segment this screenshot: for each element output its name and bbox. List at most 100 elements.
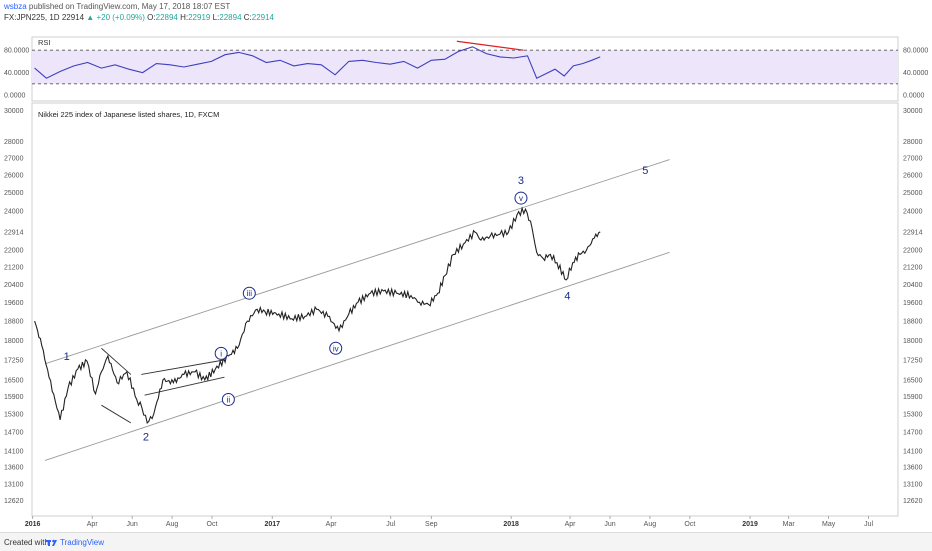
price-series-line <box>34 206 601 424</box>
rsi-title: RSI <box>38 38 51 47</box>
price-tick-label-left: 30000 <box>4 108 24 115</box>
channel-lower-line <box>44 251 670 461</box>
x-tick-label: Jun <box>604 521 615 528</box>
price-tick-label-right: 13600 <box>903 465 923 472</box>
wave-label-circle <box>242 286 256 300</box>
x-tick-label: 2016 <box>25 521 41 528</box>
price-tick-label-right: 16500 <box>903 377 923 384</box>
x-tick-label: Oct <box>684 521 695 528</box>
close-value: 22914 <box>251 13 274 22</box>
symbol-label: FX:JPN225, 1D <box>4 13 60 22</box>
triangle-upper-line <box>141 359 225 375</box>
close-label: C: <box>243 13 252 22</box>
rsi-tick-label-right: 80.0000 <box>903 48 928 55</box>
tradingview-logo-icon <box>46 539 57 546</box>
last-price: 22914 <box>61 13 85 22</box>
author-link[interactable]: wsbza <box>4 2 27 11</box>
wave-label-circle <box>221 392 235 406</box>
price-tick-label-right: 28000 <box>903 139 923 146</box>
symbol-info: FX:JPN225, 1D 22914 ▲ +20 (+0.09%) O:228… <box>4 13 274 22</box>
x-tick-label: Oct <box>207 521 218 528</box>
price-tick-label-right: 22000 <box>903 248 923 255</box>
price-tick-label-left: 14100 <box>4 448 24 455</box>
price-tick-label-right: 25000 <box>903 190 923 197</box>
price-tick-label-right: 14700 <box>903 429 923 436</box>
x-tick-label: 2017 <box>264 521 280 528</box>
wave-label: 1 <box>64 351 70 363</box>
open-value: 22894 <box>155 13 178 22</box>
price-tick-label-left: 18000 <box>4 338 24 345</box>
x-tick-label: Jun <box>127 521 138 528</box>
high-value: 22919 <box>188 13 211 22</box>
wave-label: iii <box>247 289 253 298</box>
wave-label-circle <box>214 346 228 360</box>
price-title: Nikkei 225 index of Japanese listed shar… <box>38 110 219 119</box>
price-tick-label-left: 15900 <box>4 394 24 401</box>
rsi-series-line <box>34 46 601 79</box>
price-tick-label-left: 18800 <box>4 319 24 326</box>
tradingview-link[interactable]: TradingView <box>60 538 105 547</box>
price-tick-label-left: 12620 <box>4 498 24 505</box>
price-tick-label-right: 20400 <box>903 282 923 289</box>
price-tick-label-left: 26000 <box>4 172 24 179</box>
price-tick-label-right: 15300 <box>903 411 923 418</box>
rsi-band <box>32 50 898 84</box>
channel-upper-line <box>44 159 670 365</box>
wave-label: iv <box>333 344 339 353</box>
change-up-icon: ▲ <box>86 13 95 22</box>
price-tick-label-right: 22914 <box>903 229 923 236</box>
price-tick-label-right: 13100 <box>903 481 923 488</box>
x-tick-label: Apr <box>326 521 338 528</box>
chart-canvas[interactable]: 80.0000 80.0000 40.0000 40.0000 0.0000 0.0000… <box>0 0 932 532</box>
price-tick-label-right: 21200 <box>903 264 923 271</box>
price-tick-label-right: 17250 <box>903 357 923 364</box>
price-tick-label-left: 27000 <box>4 155 24 162</box>
publish-text: published on TradingView.com, May 17, 20… <box>28 2 231 11</box>
wave-label: v <box>519 194 523 203</box>
price-tick-label-left: 16500 <box>4 377 24 384</box>
price-tick-label-left: 20400 <box>4 282 24 289</box>
rsi-tick-label-left: 40.0000 <box>4 70 29 77</box>
footer-bar: Created with TradingView <box>0 532 932 551</box>
price-tick-label-right: 14100 <box>903 448 923 455</box>
wave-label: 4 <box>564 290 570 302</box>
x-tick-label: Aug <box>644 521 657 528</box>
price-tick-label-left: 24000 <box>4 209 24 216</box>
rsi-divergence-line <box>456 40 524 51</box>
price-tick-label-left: 13600 <box>4 465 24 472</box>
price-panel-frame <box>31 102 899 517</box>
wave-label: 2 <box>143 432 149 444</box>
wave-label: ii <box>227 395 231 404</box>
wave-label: i <box>220 349 222 358</box>
x-tick-label: Apr <box>565 521 577 528</box>
price-tick-label-right: 26000 <box>903 172 923 179</box>
price-tick-label-right: 30000 <box>903 108 923 115</box>
price-tick-label-right: 24000 <box>903 209 923 216</box>
wave-label-circle <box>514 191 528 205</box>
price-tick-label-left: 22914 <box>4 229 24 236</box>
rsi-tick-label-right: 40.0000 <box>903 70 928 77</box>
price-tick-label-right: 18800 <box>903 319 923 326</box>
price-change: +20 (+0.09%) <box>96 13 145 22</box>
price-tick-label-left: 22000 <box>4 248 24 255</box>
price-tick-label-left: 13100 <box>4 481 24 488</box>
x-tick-label: Jul <box>386 521 395 528</box>
high-label: H: <box>180 13 189 22</box>
low-value: 22894 <box>219 13 242 22</box>
publish-info: wsbza published on TradingView.com, May … <box>4 2 230 11</box>
price-tick-label-right: 12620 <box>903 498 923 505</box>
open-label: O: <box>147 13 156 22</box>
x-tick-label: 2019 <box>742 521 758 528</box>
price-tick-label-left: 25000 <box>4 190 24 197</box>
price-tick-label-left: 28000 <box>4 139 24 146</box>
triangle-lower-line <box>144 376 225 396</box>
x-tick-label: Jul <box>864 521 873 528</box>
x-tick-label: Apr <box>87 521 99 528</box>
rsi-tick-label-left: 80.0000 <box>4 48 29 55</box>
price-tick-label-right: 15900 <box>903 394 923 401</box>
price-tick-label-left: 17250 <box>4 357 24 364</box>
price-tick-label-left: 15300 <box>4 411 24 418</box>
wave-label: 5 <box>642 165 648 177</box>
x-tick-label: Mar <box>783 521 796 528</box>
price-tick-label-left: 19600 <box>4 300 24 307</box>
